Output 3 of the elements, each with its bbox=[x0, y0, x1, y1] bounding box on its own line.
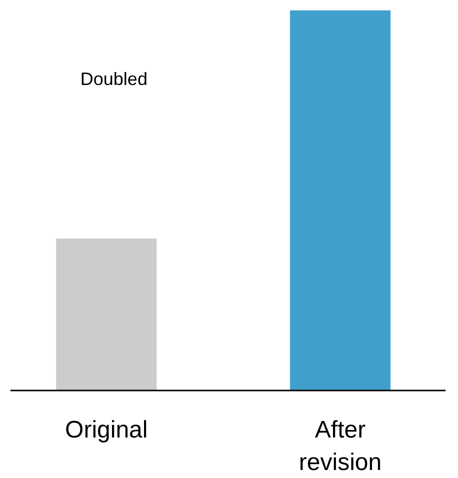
x-tick-label: After revision bbox=[298, 416, 382, 476]
annotation: Doubled bbox=[80, 68, 148, 89]
x-tick-label: Original bbox=[65, 416, 148, 444]
